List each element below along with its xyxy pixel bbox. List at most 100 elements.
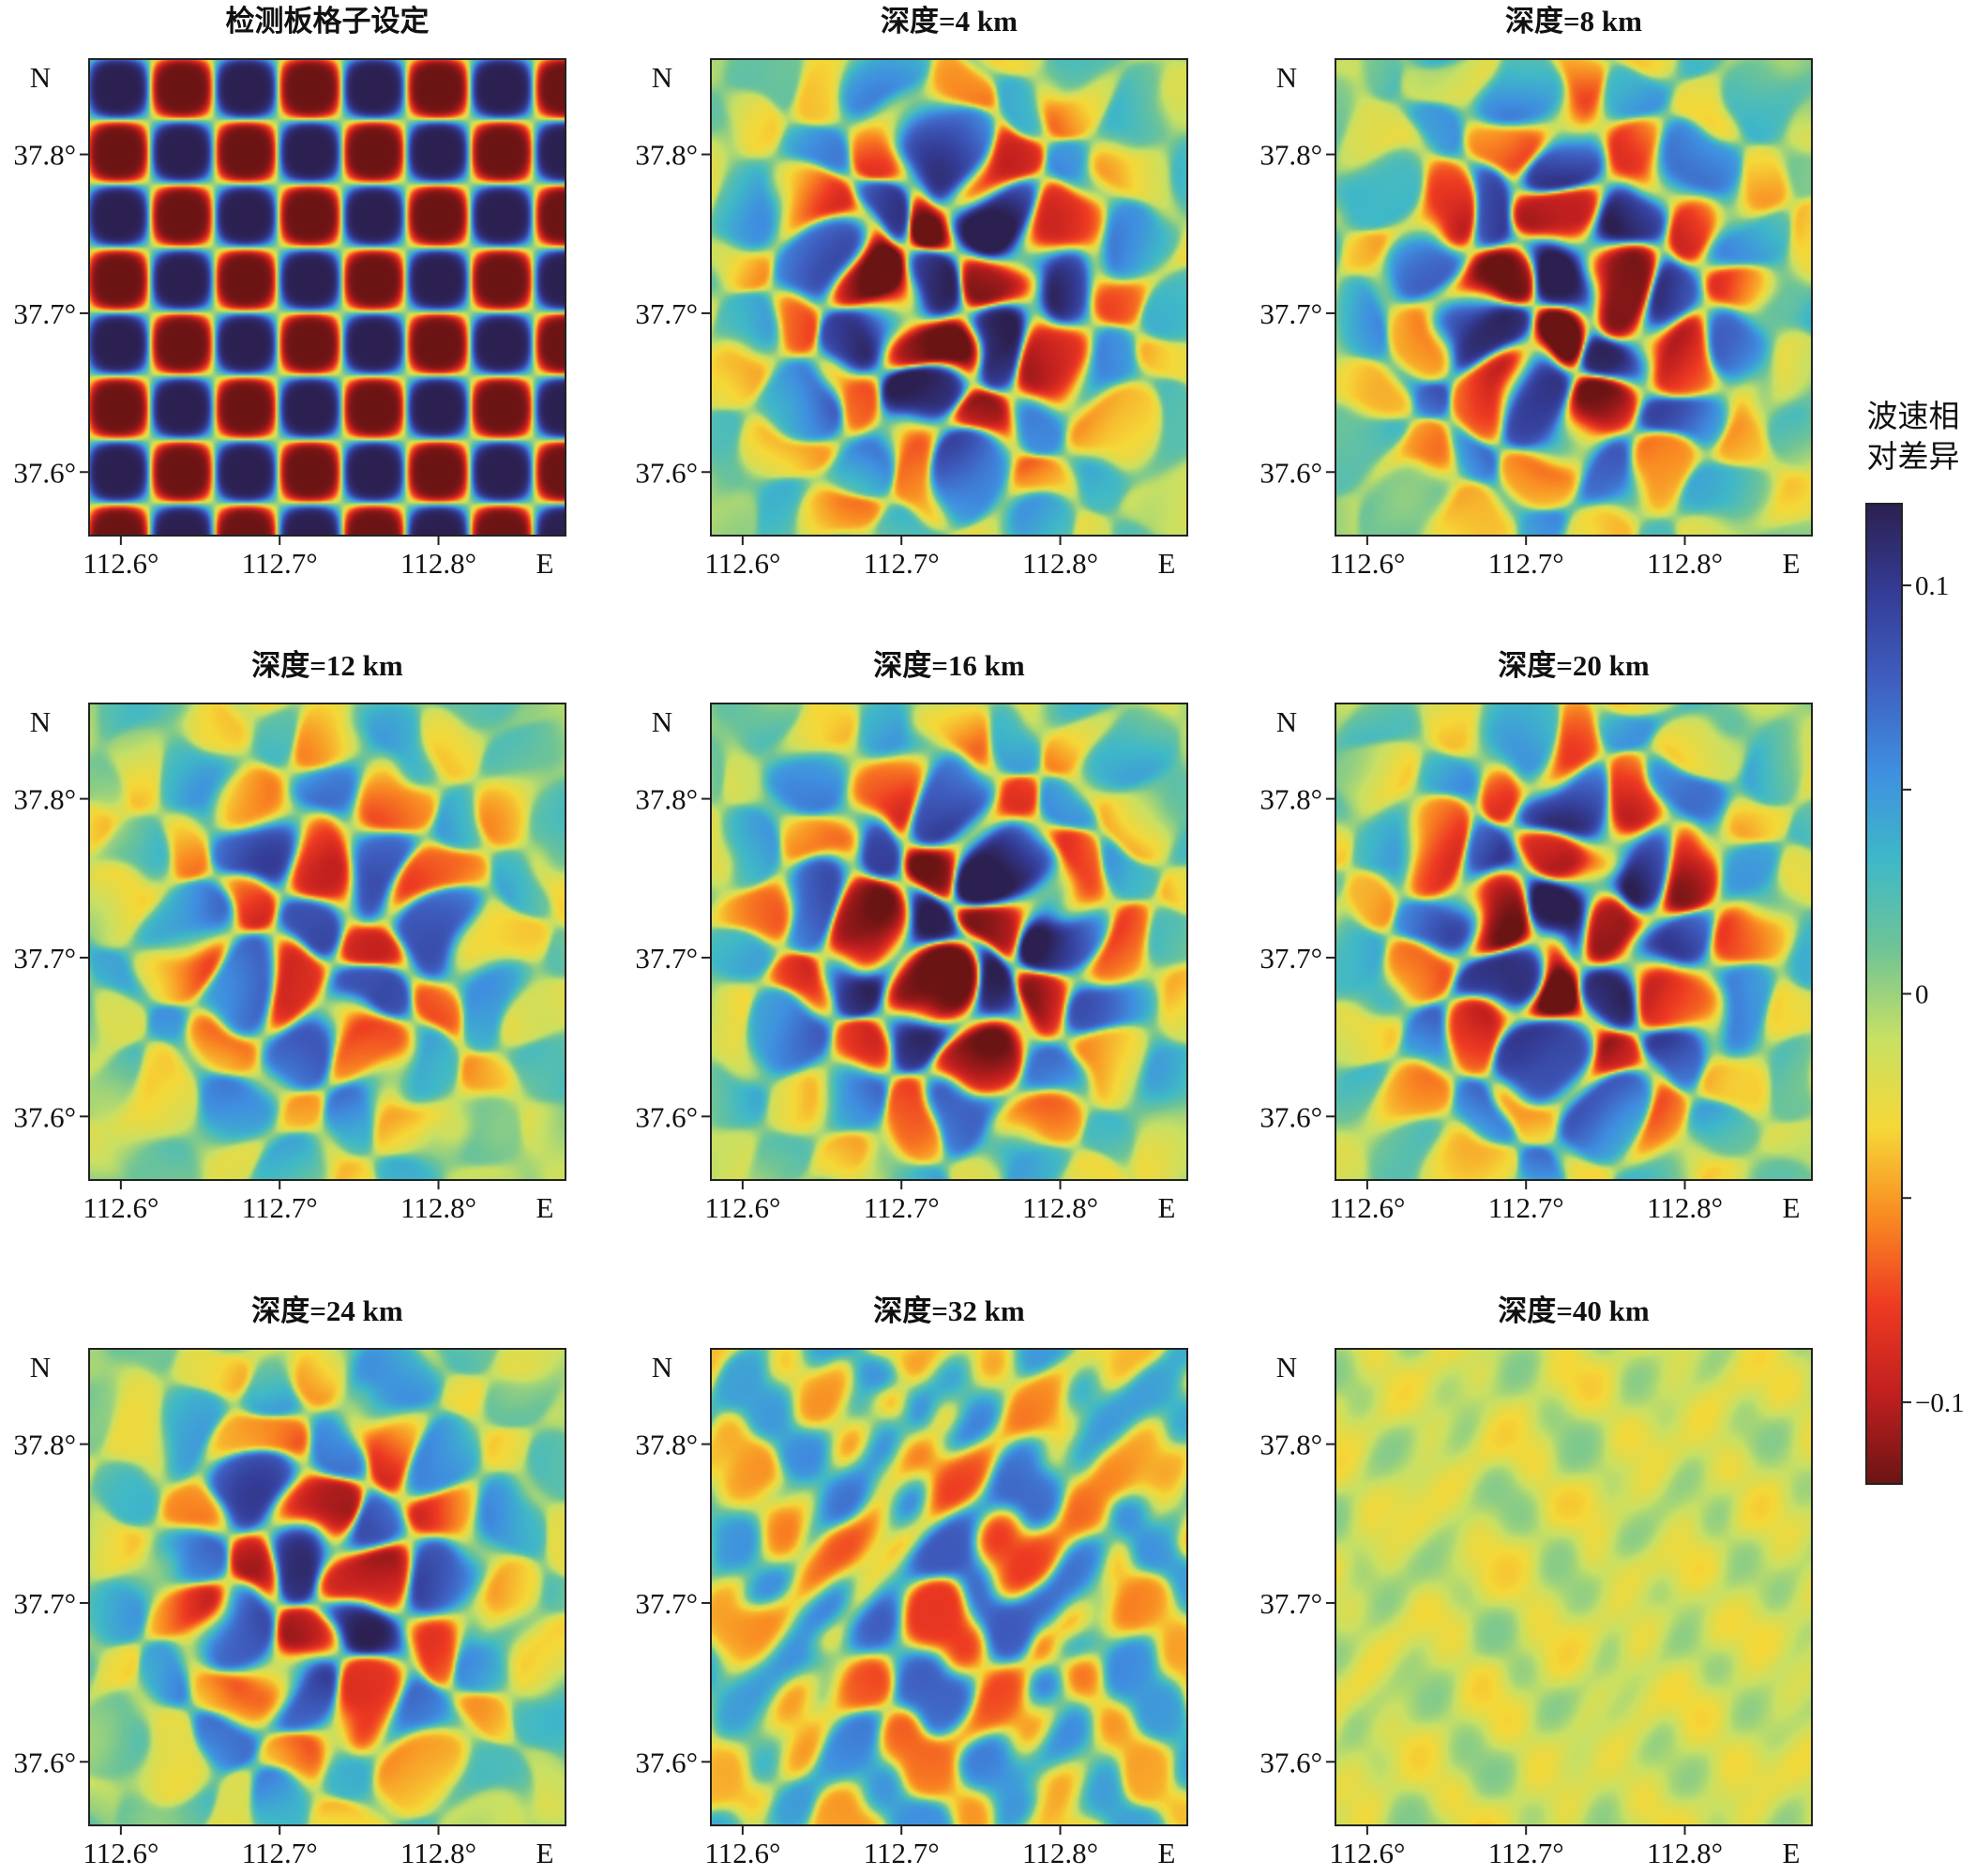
axes-frame bbox=[1335, 703, 1813, 1181]
heatmap-image bbox=[1335, 704, 1812, 1180]
y-tick-label: 37.6° bbox=[13, 1746, 76, 1778]
axes-frame bbox=[88, 58, 566, 537]
x-end-label: E bbox=[1783, 1837, 1801, 1869]
axes-frame bbox=[710, 703, 1188, 1181]
colorbar: 波速相 对差异 0.1 0 −0.1 bbox=[1865, 400, 1965, 1485]
y-tick-label: 37.6° bbox=[1260, 1100, 1322, 1133]
y-end-label: N bbox=[652, 705, 672, 738]
y-tick-label: 37.8° bbox=[1260, 1429, 1322, 1461]
x-end-label: E bbox=[536, 547, 554, 580]
x-tick-label: 112.7° bbox=[242, 1837, 318, 1869]
y-tick-label: 37.6° bbox=[635, 456, 698, 489]
colorbar-tick-label: 0.1 bbox=[1915, 571, 1949, 601]
y-tick-label: 37.8° bbox=[13, 1429, 76, 1461]
x-tick-label: 112.7° bbox=[864, 1191, 940, 1224]
y-tick-label: 37.8° bbox=[635, 1429, 698, 1461]
panel-title: 深度=20 km bbox=[1498, 649, 1650, 682]
panel-1: 检测板格子设定 112.6° 112.7° 112.8° E 37.8° 37.7° 37.6… bbox=[13, 5, 566, 580]
x-tick-label: 112.8° bbox=[400, 1191, 476, 1224]
x-tick-label: 112.6° bbox=[83, 1837, 158, 1869]
x-tick-label: 112.7° bbox=[864, 1837, 940, 1869]
x-tick-label: 112.6° bbox=[83, 1191, 158, 1224]
heatmap-image bbox=[89, 59, 566, 536]
x-tick-label: 112.7° bbox=[242, 547, 318, 580]
heatmap-image bbox=[711, 704, 1187, 1180]
y-tick-label: 37.6° bbox=[13, 1100, 76, 1133]
x-end-label: E bbox=[1158, 1837, 1176, 1869]
y-tick-label: 37.6° bbox=[1260, 1746, 1322, 1778]
x-tick-label: 112.8° bbox=[1022, 1837, 1098, 1869]
panel-title: 检测板格子设定 bbox=[226, 5, 430, 38]
x-tick-label: 112.6° bbox=[704, 547, 780, 580]
x-tick-label: 112.7° bbox=[864, 547, 940, 580]
y-tick-label: 37.7° bbox=[635, 942, 698, 975]
colorbar-tick-label: −0.1 bbox=[1915, 1388, 1965, 1418]
heatmap-image bbox=[711, 1349, 1187, 1825]
colorbar-tick-label: 0 bbox=[1915, 980, 1929, 1010]
y-tick-label: 37.7° bbox=[635, 1587, 698, 1620]
heatmap-image bbox=[89, 1349, 566, 1825]
panel-title: 深度=24 km bbox=[251, 1294, 403, 1327]
panel-title: 深度=4 km bbox=[881, 5, 1018, 38]
x-tick-label: 112.8° bbox=[1647, 1837, 1723, 1869]
y-end-label: N bbox=[1276, 1351, 1297, 1384]
y-tick-label: 37.7° bbox=[1260, 297, 1322, 330]
panel-title: 深度=40 km bbox=[1498, 1294, 1650, 1327]
panel-2: 深度=4 km 112.6° 112.7° 112.8° E 37.8° 37.7° 37.6… bbox=[635, 5, 1188, 580]
y-tick-label: 37.7° bbox=[1260, 1587, 1322, 1620]
x-tick-label: 112.7° bbox=[242, 1191, 318, 1224]
x-tick-label: 112.6° bbox=[704, 1837, 780, 1869]
axes-frame bbox=[1335, 58, 1813, 537]
panel-title: 深度=16 km bbox=[873, 649, 1025, 682]
x-tick-label: 112.8° bbox=[1647, 547, 1723, 580]
y-end-label: N bbox=[1276, 705, 1297, 738]
panel-9: 深度=40 km 112.6° 112.7° 112.8° E 37.8° 37.7° 37.… bbox=[1260, 1294, 1813, 1869]
y-end-label: N bbox=[652, 61, 672, 94]
y-tick-label: 37.7° bbox=[1260, 942, 1322, 975]
heatmap-image bbox=[89, 704, 566, 1180]
y-tick-label: 37.8° bbox=[635, 139, 698, 172]
x-tick-label: 112.8° bbox=[1022, 1191, 1098, 1224]
panel-3: 深度=8 km 112.6° 112.7° 112.8° E 37.8° 37.7° 37.6… bbox=[1260, 5, 1813, 580]
y-tick-label: 37.6° bbox=[1260, 456, 1322, 489]
heatmap-image bbox=[1335, 59, 1812, 536]
y-tick-label: 37.8° bbox=[13, 139, 76, 172]
panel-title: 深度=8 km bbox=[1505, 5, 1642, 38]
x-end-label: E bbox=[536, 1837, 554, 1869]
axes-frame bbox=[710, 58, 1188, 537]
y-tick-label: 37.8° bbox=[1260, 139, 1322, 172]
x-tick-label: 112.6° bbox=[1329, 547, 1405, 580]
y-tick-label: 37.6° bbox=[13, 456, 76, 489]
panel-6: 深度=20 km 112.6° 112.7° 112.8° E 37.8° 37.7° 37.… bbox=[1260, 649, 1813, 1224]
x-end-label: E bbox=[1783, 1191, 1801, 1224]
panel-8: 深度=32 km 112.6° 112.7° 112.8° E 37.8° 37.7° 37.… bbox=[635, 1294, 1188, 1869]
y-tick-label: 37.7° bbox=[13, 297, 76, 330]
x-tick-label: 112.6° bbox=[704, 1191, 780, 1224]
x-end-label: E bbox=[536, 1191, 554, 1224]
y-tick-label: 37.8° bbox=[635, 783, 698, 816]
axes-frame bbox=[1335, 1348, 1813, 1826]
axes-frame bbox=[88, 1348, 566, 1826]
x-end-label: E bbox=[1158, 547, 1176, 580]
y-tick-label: 37.7° bbox=[13, 1587, 76, 1620]
axes-frame bbox=[710, 1348, 1188, 1826]
y-tick-label: 37.6° bbox=[635, 1100, 698, 1133]
y-tick-label: 37.7° bbox=[635, 297, 698, 330]
panels: 检测板格子设定 112.6° 112.7° 112.8° E 37.8° 37.7° 37.6… bbox=[13, 5, 1813, 1869]
x-end-label: E bbox=[1783, 547, 1801, 580]
colorbar-title-line1: 波速相 bbox=[1867, 400, 1960, 434]
x-tick-label: 112.6° bbox=[83, 547, 158, 580]
x-tick-label: 112.6° bbox=[1329, 1837, 1405, 1869]
y-end-label: N bbox=[30, 1351, 51, 1384]
y-end-label: N bbox=[30, 61, 51, 94]
panel-title: 深度=32 km bbox=[873, 1294, 1025, 1327]
x-tick-label: 112.8° bbox=[400, 547, 476, 580]
y-end-label: N bbox=[30, 705, 51, 738]
heatmap-image bbox=[711, 59, 1187, 536]
x-tick-label: 112.7° bbox=[1488, 547, 1564, 580]
panel-title: 深度=12 km bbox=[251, 649, 403, 682]
x-tick-label: 112.8° bbox=[1022, 547, 1098, 580]
y-tick-label: 37.8° bbox=[13, 783, 76, 816]
